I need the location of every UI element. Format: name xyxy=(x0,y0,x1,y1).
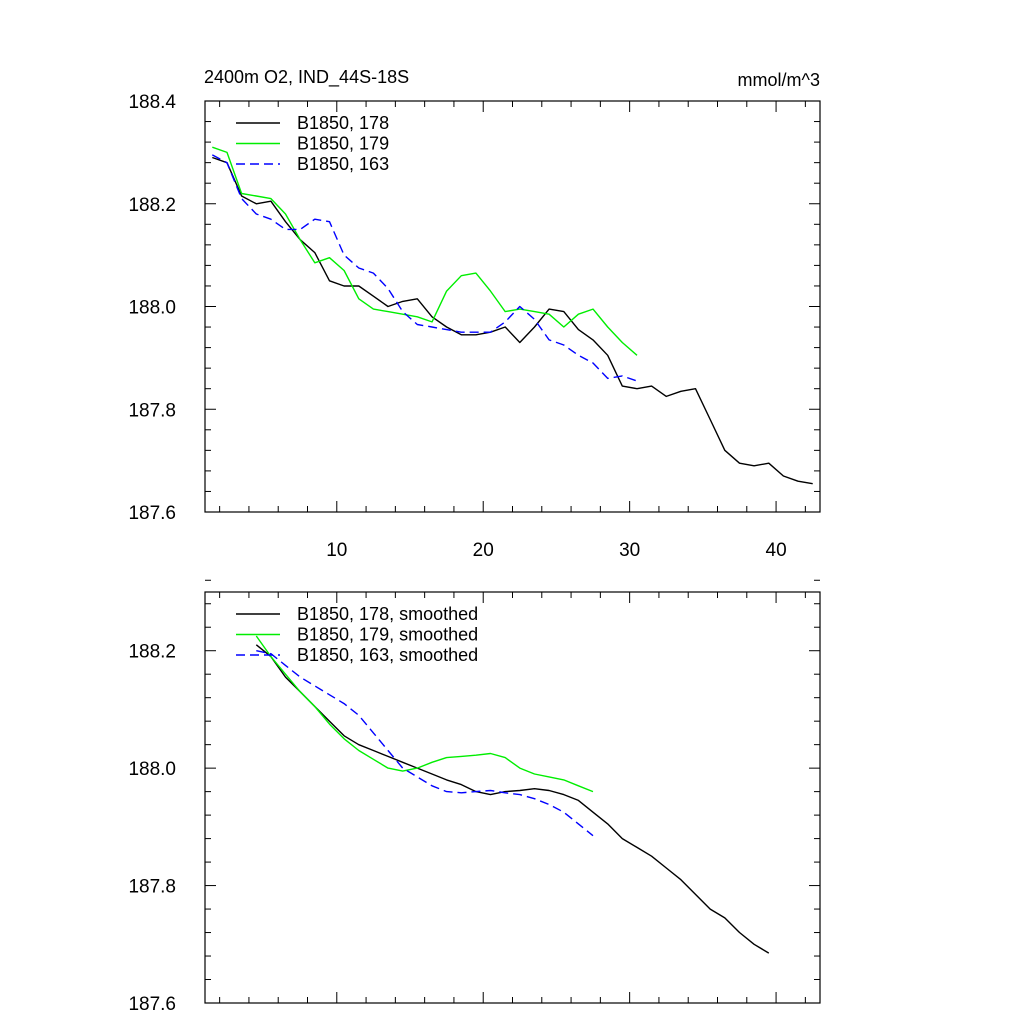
series-line-2 xyxy=(212,146,638,356)
x-tick-label: 40 xyxy=(766,540,787,561)
y-tick-label: 187.8 xyxy=(128,400,176,421)
x-tick-label: 30 xyxy=(619,540,640,561)
y-tick-label: 187.6 xyxy=(128,994,176,1015)
series-line-1 xyxy=(212,156,813,485)
legend-label: B1850, 163 xyxy=(297,154,389,174)
legend-label: B1850, 163, smoothed xyxy=(297,645,478,665)
y-tick-label: 188.4 xyxy=(128,92,176,113)
y-tick-label: 187.8 xyxy=(128,877,176,898)
units-label: mmol/m^3 xyxy=(738,70,820,90)
legend-label: B1850, 178 xyxy=(297,113,389,133)
y-tick-label: 188.0 xyxy=(128,298,176,319)
series-line-3 xyxy=(211,154,638,382)
series-line-3 xyxy=(256,650,594,837)
top-panel: 10 20 30 40 187.6 187.8 188.0 188.2 188.4 B1850, … xyxy=(128,92,821,561)
series-line-1 xyxy=(255,644,770,954)
x-tick-label: 10 xyxy=(326,540,347,561)
legend-label: B1850, 178, smoothed xyxy=(297,604,478,624)
y-tick-label: 187.6 xyxy=(128,503,176,524)
x-tick-label: 20 xyxy=(473,540,494,561)
legend-label: B1850, 179, smoothed xyxy=(297,625,478,645)
bottom-panel: 187.6 187.8 188.0 188.2 B1850, 178, smoothed… xyxy=(128,579,821,1015)
legend-label: B1850, 179 xyxy=(297,134,389,154)
y-tick-label: 188.2 xyxy=(128,195,176,216)
y-tick-label: 188.0 xyxy=(128,759,176,780)
y-tick-label: 188.2 xyxy=(128,642,176,663)
series-line-2 xyxy=(255,635,594,793)
chart-title: 2400m O2, IND_44S-18S xyxy=(204,67,409,88)
